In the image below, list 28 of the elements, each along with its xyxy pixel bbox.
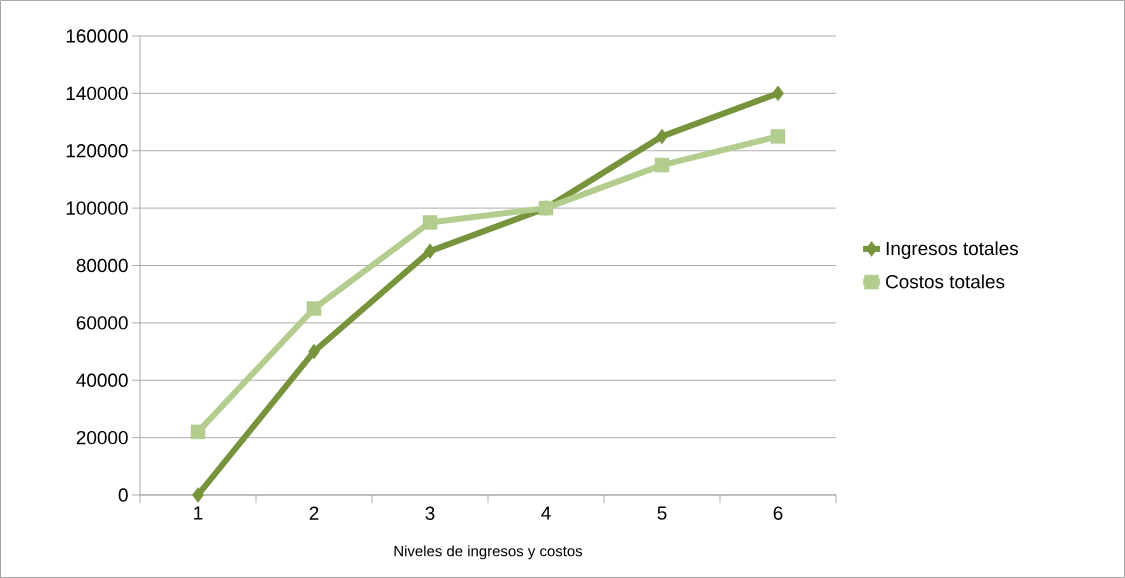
legend-label: Ingresos totales bbox=[886, 241, 1018, 259]
point bbox=[422, 215, 438, 230]
point bbox=[192, 487, 204, 503]
point bbox=[770, 129, 786, 144]
y-tick-label: 0 bbox=[118, 488, 128, 502]
y-tick-label: 80000 bbox=[76, 258, 128, 273]
x-tick-label: 1 bbox=[194, 506, 203, 520]
x-tick-label: 4 bbox=[541, 506, 551, 520]
y-tick-label: 40000 bbox=[76, 373, 128, 387]
point bbox=[654, 157, 670, 173]
y-tick-label: 140000 bbox=[66, 86, 128, 101]
x-tick-label: 3 bbox=[425, 506, 435, 520]
y-tick-label: 20000 bbox=[76, 430, 128, 445]
y-tick-label: 100000 bbox=[66, 201, 128, 215]
x-tick-label: 6 bbox=[773, 506, 783, 520]
point bbox=[308, 343, 320, 360]
y-tick-label: 160000 bbox=[66, 29, 128, 43]
point bbox=[424, 243, 436, 259]
x-axis-title: Niveles de ingresos y costos bbox=[394, 545, 583, 560]
y-tick-label: 120000 bbox=[66, 144, 128, 158]
point bbox=[656, 128, 668, 145]
y-tick-label: 60000 bbox=[76, 316, 128, 330]
legend-label: Costos totales bbox=[886, 274, 1005, 289]
x-tick-label: 2 bbox=[309, 506, 319, 520]
point bbox=[190, 424, 206, 440]
x-tick-label: 5 bbox=[657, 506, 667, 520]
point bbox=[772, 85, 784, 102]
point bbox=[306, 301, 322, 316]
